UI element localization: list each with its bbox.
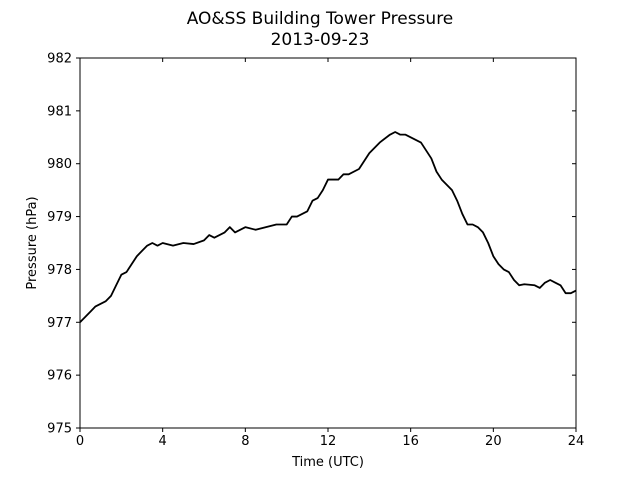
y-tick-label: 978 [47,263,72,278]
x-tick-label: 0 [76,434,84,449]
x-axis-label: Time (UTC) [291,455,364,470]
x-axis-ticks: 0 4 8 12 16 20 24 [76,58,584,449]
chart-subtitle: 2013-09-23 [271,30,370,50]
y-tick-label: 977 [47,316,72,331]
pressure-series-line [79,131,577,323]
x-tick-label: 16 [402,434,419,449]
x-tick-label: 4 [159,434,167,449]
plot-area-frame [79,57,577,429]
y-axis-label: Pressure (hPa) [25,196,40,289]
y-tick-label: 982 [47,52,72,67]
y-tick-label: 976 [47,369,72,384]
chart-title: AO&SS Building Tower Pressure [187,9,454,29]
y-tick-label: 979 [47,210,72,225]
y-axis-ticks: 975 976 977 978 979 980 981 982 [47,52,576,437]
y-tick-label: 975 [47,422,72,437]
x-tick-label: 12 [320,434,337,449]
y-tick-label: 980 [47,157,72,172]
y-tick-label: 981 [47,104,72,119]
x-tick-label: 24 [568,434,585,449]
x-tick-label: 8 [241,434,249,449]
x-tick-label: 20 [485,434,502,449]
